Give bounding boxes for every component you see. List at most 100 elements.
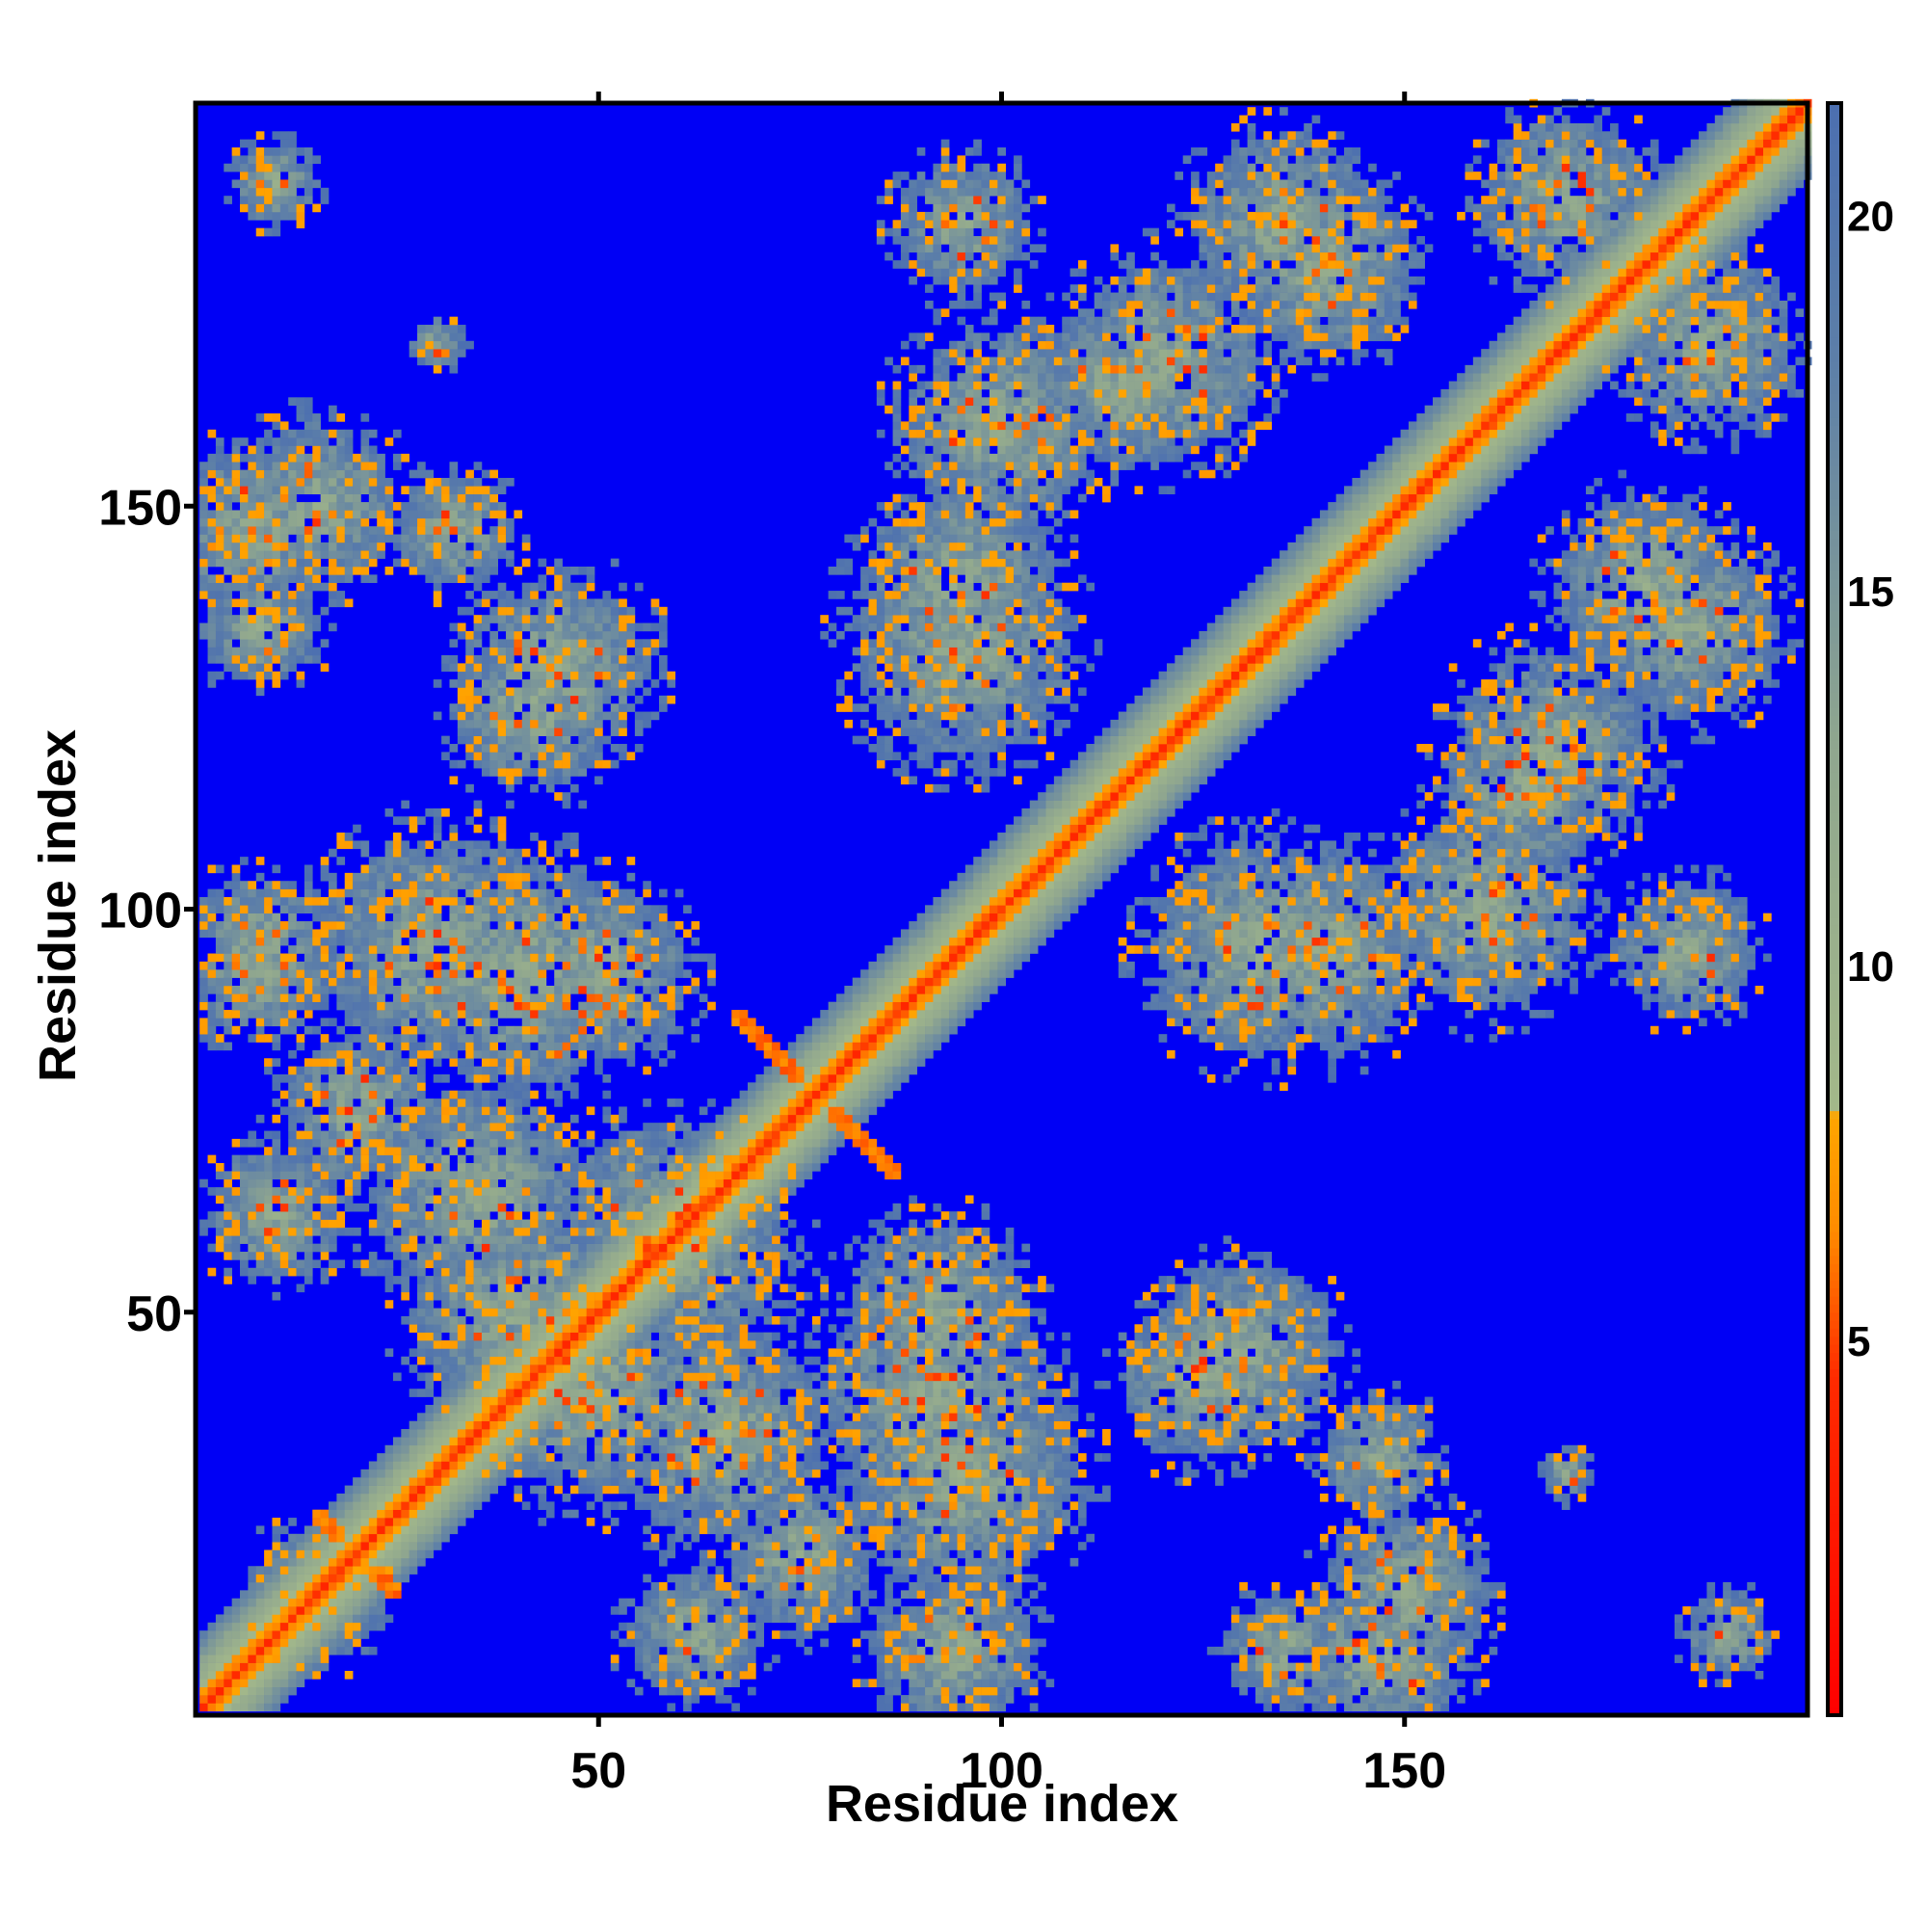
heatmap-cell	[545, 768, 555, 777]
heatmap-cell	[441, 340, 450, 350]
heatmap-cell	[248, 905, 257, 913]
heatmap-cell	[521, 655, 531, 664]
heatmap-cell	[255, 937, 265, 946]
heatmap-cell	[255, 453, 265, 463]
heatmap-cell	[562, 639, 571, 648]
heatmap-cell	[392, 848, 402, 858]
heatmap-cell	[353, 502, 361, 511]
heatmap-cell	[481, 905, 490, 913]
heatmap-cell	[610, 671, 620, 680]
heatmap-cell	[207, 1001, 217, 1011]
heatmap-cell	[514, 630, 523, 640]
heatmap-cell	[506, 1171, 515, 1180]
heatmap-cell	[586, 615, 595, 623]
heatmap-cell	[207, 486, 217, 495]
heatmap-cell	[304, 1154, 313, 1164]
heatmap-cell	[441, 1308, 450, 1317]
heatmap-cell	[569, 1461, 579, 1470]
heatmap-cell	[554, 1098, 563, 1107]
heatmap-cell	[344, 1598, 354, 1607]
heatmap-cell	[425, 1420, 435, 1430]
heatmap-cell	[240, 1679, 249, 1688]
heatmap-cell	[336, 1227, 346, 1236]
heatmap-cell	[264, 905, 273, 913]
heatmap-cell	[497, 816, 507, 825]
heatmap-cell	[240, 1259, 249, 1269]
heatmap-cell	[578, 1058, 588, 1067]
heatmap-cell	[473, 1461, 483, 1470]
heatmap-cell	[279, 1662, 289, 1672]
heatmap-cell	[473, 993, 483, 1002]
heatmap-cell	[360, 558, 370, 568]
heatmap-cell	[449, 332, 459, 342]
heatmap-cell	[344, 1163, 354, 1172]
heatmap-cell	[320, 1533, 330, 1543]
heatmap-cell	[425, 1444, 435, 1454]
heatmap-cell	[231, 1219, 241, 1229]
heatmap-cell	[441, 985, 450, 994]
heatmap-cell	[368, 864, 378, 874]
heatmap-cell	[377, 1493, 385, 1502]
heatmap-cell	[465, 1485, 474, 1495]
heatmap-cell	[481, 1138, 490, 1148]
heatmap-cell	[481, 848, 490, 858]
heatmap-cell	[207, 969, 217, 978]
heatmap-cell	[329, 1123, 337, 1131]
heatmap-cell	[530, 969, 539, 978]
heatmap-cell	[409, 534, 418, 543]
heatmap-cell	[425, 1315, 435, 1325]
heatmap-cell	[530, 1227, 539, 1236]
heatmap-cell	[401, 816, 409, 825]
heatmap-cell	[377, 1469, 385, 1478]
heatmap-cell	[360, 888, 370, 898]
heatmap-cell	[626, 1638, 636, 1648]
heatmap-cell	[473, 1187, 483, 1196]
heatmap-cell	[344, 517, 354, 527]
heatmap-cell	[578, 1195, 588, 1204]
heatmap-cell	[449, 872, 459, 882]
heatmap-cell	[320, 1614, 330, 1624]
heatmap-cell	[497, 477, 507, 487]
heatmap-cell	[288, 502, 297, 511]
heatmap-cell	[514, 622, 523, 632]
heatmap-cell	[473, 1227, 483, 1236]
heatmap-cell	[384, 510, 394, 519]
heatmap-cell	[619, 953, 627, 963]
heatmap-cell	[562, 735, 571, 745]
heatmap-cell	[465, 1130, 474, 1140]
heatmap-cell	[344, 1106, 354, 1116]
heatmap-cell	[329, 881, 337, 889]
heatmap-cell	[521, 1098, 531, 1107]
heatmap-cell	[344, 969, 354, 978]
heatmap-cell	[417, 1227, 426, 1236]
heatmap-cell	[602, 591, 612, 599]
heatmap-cell	[530, 1453, 539, 1462]
heatmap-cell	[279, 1590, 289, 1600]
heatmap-cell	[224, 921, 232, 930]
heatmap-cell	[384, 1469, 394, 1478]
heatmap-cell	[199, 1034, 208, 1043]
heatmap-cell	[514, 1389, 523, 1397]
heatmap-cell	[441, 655, 450, 664]
heatmap-cell	[562, 744, 571, 753]
heatmap-cell	[578, 1372, 588, 1382]
heatmap-cell	[401, 1453, 409, 1462]
heatmap-cell	[377, 1219, 385, 1229]
heatmap-cell	[530, 1259, 539, 1269]
heatmap-cell	[473, 929, 483, 939]
heatmap-cell	[489, 1324, 498, 1333]
heatmap-cell	[248, 1235, 257, 1244]
heatmap-cell	[353, 1058, 361, 1067]
heatmap-cell	[521, 985, 531, 994]
heatmap-cell	[433, 985, 442, 994]
heatmap-cell	[497, 1429, 507, 1438]
heatmap-cell	[279, 179, 289, 189]
heatmap-cell	[586, 961, 595, 970]
heatmap-cell	[521, 1066, 531, 1075]
heatmap-cell	[425, 953, 435, 963]
heatmap-cell	[594, 985, 603, 994]
heatmap-cell	[530, 744, 539, 753]
heatmap-cell	[497, 1364, 507, 1373]
heatmap-cell	[199, 502, 208, 511]
heatmap-cell	[353, 486, 361, 495]
